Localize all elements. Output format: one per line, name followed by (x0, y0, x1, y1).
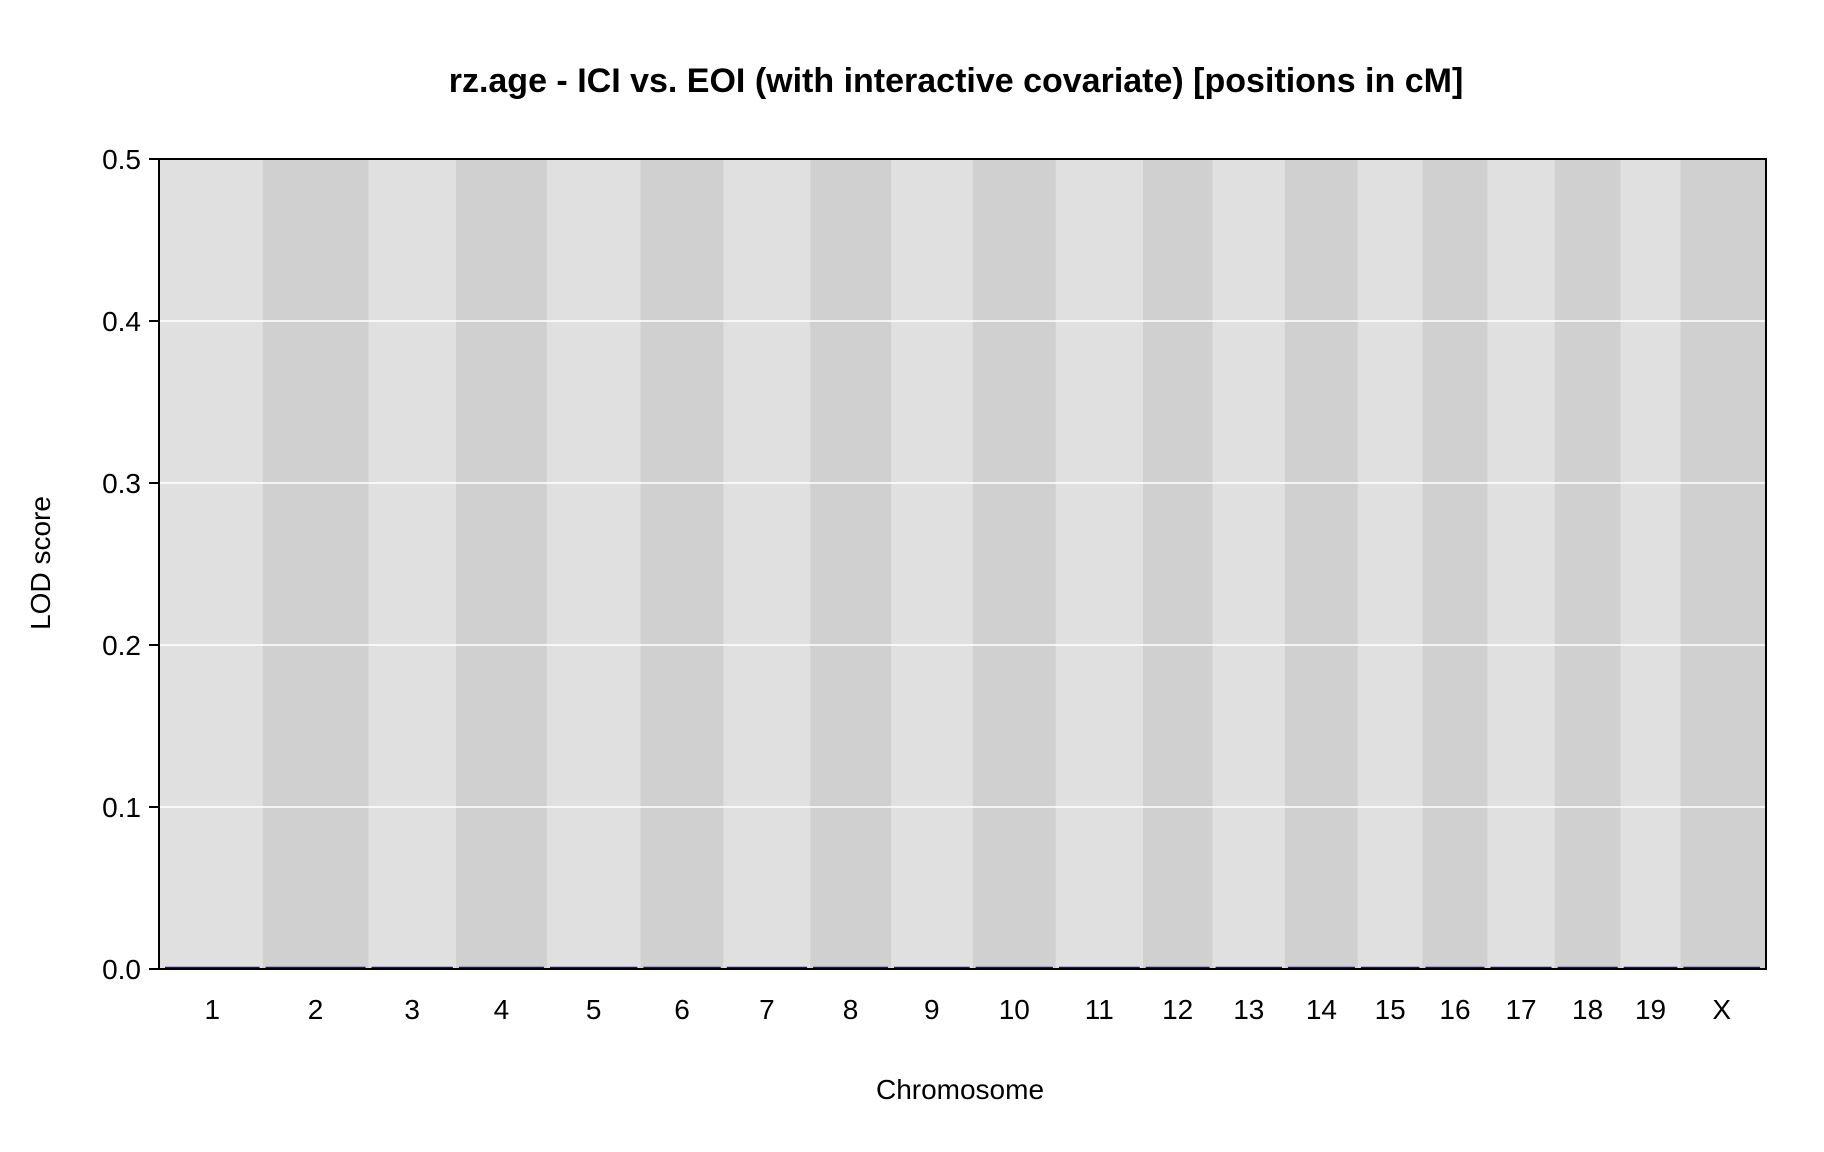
x-tick-label: 12 (1162, 994, 1193, 1025)
chromosome-band-17 (1487, 159, 1555, 969)
plot-frame (158, 158, 1767, 970)
x-tick-label: 3 (404, 994, 420, 1025)
y-axis-title: LOD score (25, 496, 56, 630)
gridlines (159, 320, 1766, 808)
x-tick-label: 11 (1085, 994, 1114, 1025)
chromosome-band-19 (1620, 159, 1681, 969)
chromosome-band-1 (159, 159, 263, 969)
x-axis-title: Chromosome (876, 1074, 1044, 1105)
x-tick-label: 13 (1233, 994, 1264, 1025)
x-tick-label: 9 (924, 994, 940, 1025)
chromosome-band-16 (1422, 159, 1488, 969)
x-tick-label: 7 (759, 994, 775, 1025)
chromosome-band-X (1680, 159, 1766, 969)
y-tick-label: 0.3 (102, 468, 141, 499)
y-tick-label: 0.2 (102, 630, 141, 661)
x-tick-label: 14 (1306, 994, 1337, 1025)
chromosome-band-13 (1212, 159, 1285, 969)
chromosome-band-11 (1055, 159, 1143, 969)
chromosome-band-18 (1554, 159, 1621, 969)
chromosome-band-2 (262, 159, 369, 969)
chart-title: rz.age - ICI vs. EOI (with interactive c… (449, 62, 1464, 100)
y-axis: 0.0 0.1 0.2 0.3 0.4 0.5 (102, 144, 159, 985)
x-tick-label: 15 (1375, 994, 1406, 1025)
chromosome-band-8 (810, 159, 892, 969)
chromosome-bands (159, 159, 1766, 969)
x-tick-label: 4 (494, 994, 510, 1025)
y-tick-label: 0.5 (102, 144, 141, 175)
x-tick-label: 18 (1572, 994, 1603, 1025)
chromosome-band-9 (891, 159, 973, 969)
x-tick-label: 16 (1439, 994, 1470, 1025)
x-tick-label: 17 (1505, 994, 1536, 1025)
chromosome-band-14 (1284, 159, 1358, 969)
chromosome-band-7 (723, 159, 811, 969)
x-tick-label: X (1712, 994, 1731, 1025)
x-tick-label: 5 (586, 994, 602, 1025)
y-tick-label: 0.0 (102, 954, 141, 985)
x-tick-label: 2 (308, 994, 324, 1025)
x-tick-label: 19 (1635, 994, 1666, 1025)
y-tick-label: 0.1 (102, 792, 141, 823)
x-tick-label: 10 (999, 994, 1030, 1025)
chromosome-band-12 (1142, 159, 1213, 969)
chromosome-band-4 (455, 159, 547, 969)
x-tick-label: 1 (205, 994, 221, 1025)
chromosome-band-6 (640, 159, 724, 969)
chromosome-band-5 (546, 159, 641, 969)
chromosome-band-15 (1357, 159, 1423, 969)
x-axis: 1 2 3 4 5 6 7 8 9 10 11 12 13 14 15 16 17 18 19 X (205, 994, 1732, 1025)
x-tick-label: 8 (843, 994, 859, 1025)
chromosome-band-10 (972, 159, 1056, 969)
x-tick-label: 6 (674, 994, 690, 1025)
chromosome-band-3 (368, 159, 456, 969)
y-tick-label: 0.4 (102, 306, 141, 337)
